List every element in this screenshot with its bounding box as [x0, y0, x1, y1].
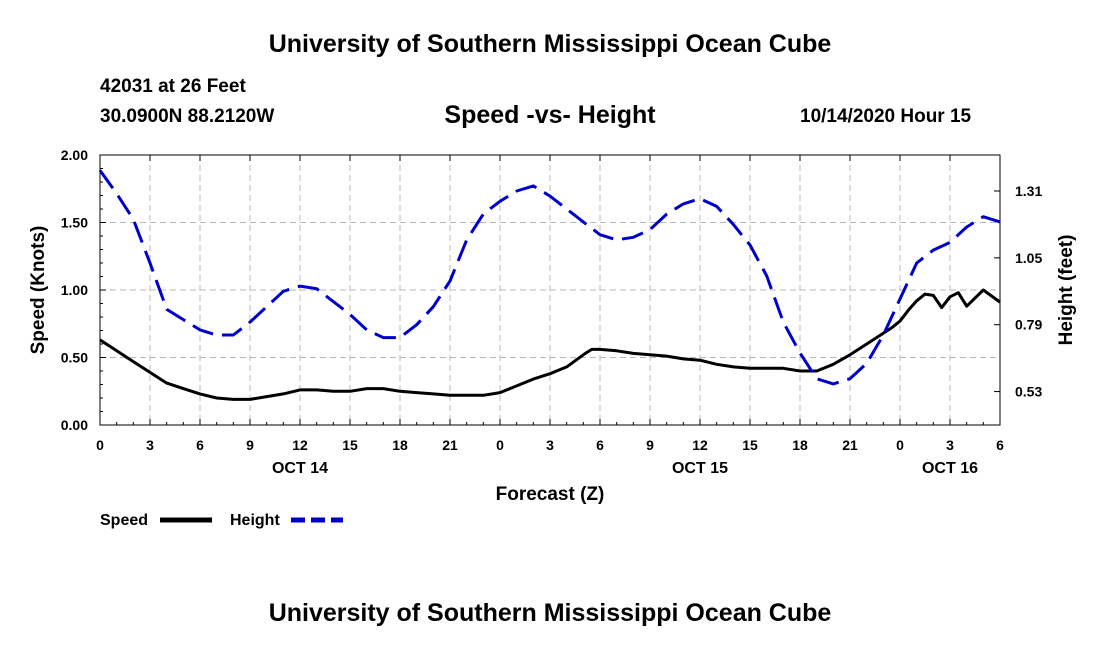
y2-tick-label: 0.53 [1015, 384, 1042, 400]
y-tick-label: 1.00 [61, 282, 88, 298]
x-tick-label: 3 [946, 437, 954, 453]
x-tick-label: 0 [96, 437, 104, 453]
x-tick-label: 3 [546, 437, 554, 453]
x-tick-label: 12 [692, 437, 708, 453]
x-tick-label: 18 [792, 437, 808, 453]
x-tick-label: 21 [842, 437, 858, 453]
x-tick-label: 12 [292, 437, 308, 453]
y-tick-label: 2.00 [61, 147, 88, 163]
x-tick-label: 0 [896, 437, 904, 453]
footer-title: University of Southern Mississippi Ocean… [268, 599, 832, 627]
x-tick-label: 15 [742, 437, 758, 453]
x-tick-label: 9 [646, 437, 654, 453]
x-day-label: OCT 14 [272, 460, 328, 477]
y-tick-label: 0.00 [61, 417, 88, 433]
y2-axis-title: Height (feet) [1056, 235, 1077, 346]
x-day-label: OCT 16 [922, 460, 978, 477]
y2-tick-label: 0.79 [1015, 317, 1042, 333]
series-line-speed [99, 288, 1001, 401]
coordinates-label: 30.0900N 88.2120W [100, 106, 275, 127]
datetime-label: 10/14/2020 Hour 15 [800, 106, 972, 127]
legend-label-speed: Speed [100, 512, 148, 529]
y2-tick-label: 1.31 [1015, 183, 1042, 199]
x-tick-label: 18 [392, 437, 408, 453]
x-axis-title: Forecast (Z) [496, 484, 605, 505]
x-tick-label: 9 [246, 437, 254, 453]
y2-tick-label: 1.05 [1015, 250, 1042, 266]
series-line-height [98, 169, 1001, 386]
page-title: University of Southern Mississippi Ocean… [268, 30, 832, 58]
plot-frame [99, 154, 1001, 426]
axis-tick-labels: 0 3 6 9 12 15 18 21 0 3 6 9 12 15 18 21 0 3 6 OCT 14 OCT 15 O… [61, 147, 1043, 477]
x-tick-label: 21 [442, 437, 458, 453]
x-tick-label: 6 [596, 437, 604, 453]
legend-label-height: Height [230, 512, 280, 529]
x-tick-label: 6 [196, 437, 204, 453]
x-day-label: OCT 15 [672, 460, 728, 477]
x-tick-label: 15 [342, 437, 358, 453]
y-tick-label: 1.50 [61, 215, 88, 231]
chart-title: Speed -vs- Height [444, 101, 656, 129]
x-tick-label: 6 [996, 437, 1004, 453]
y-axis-title: Speed (Knots) [28, 226, 49, 355]
station-label: 42031 at 26 Feet [100, 76, 246, 97]
series-lines [98, 169, 1001, 401]
y-tick-label: 0.50 [61, 350, 88, 366]
x-tick-label: 0 [496, 437, 504, 453]
x-tick-label: 3 [146, 437, 154, 453]
legend: Speed Height [100, 512, 343, 529]
grid-lines [100, 155, 1000, 425]
